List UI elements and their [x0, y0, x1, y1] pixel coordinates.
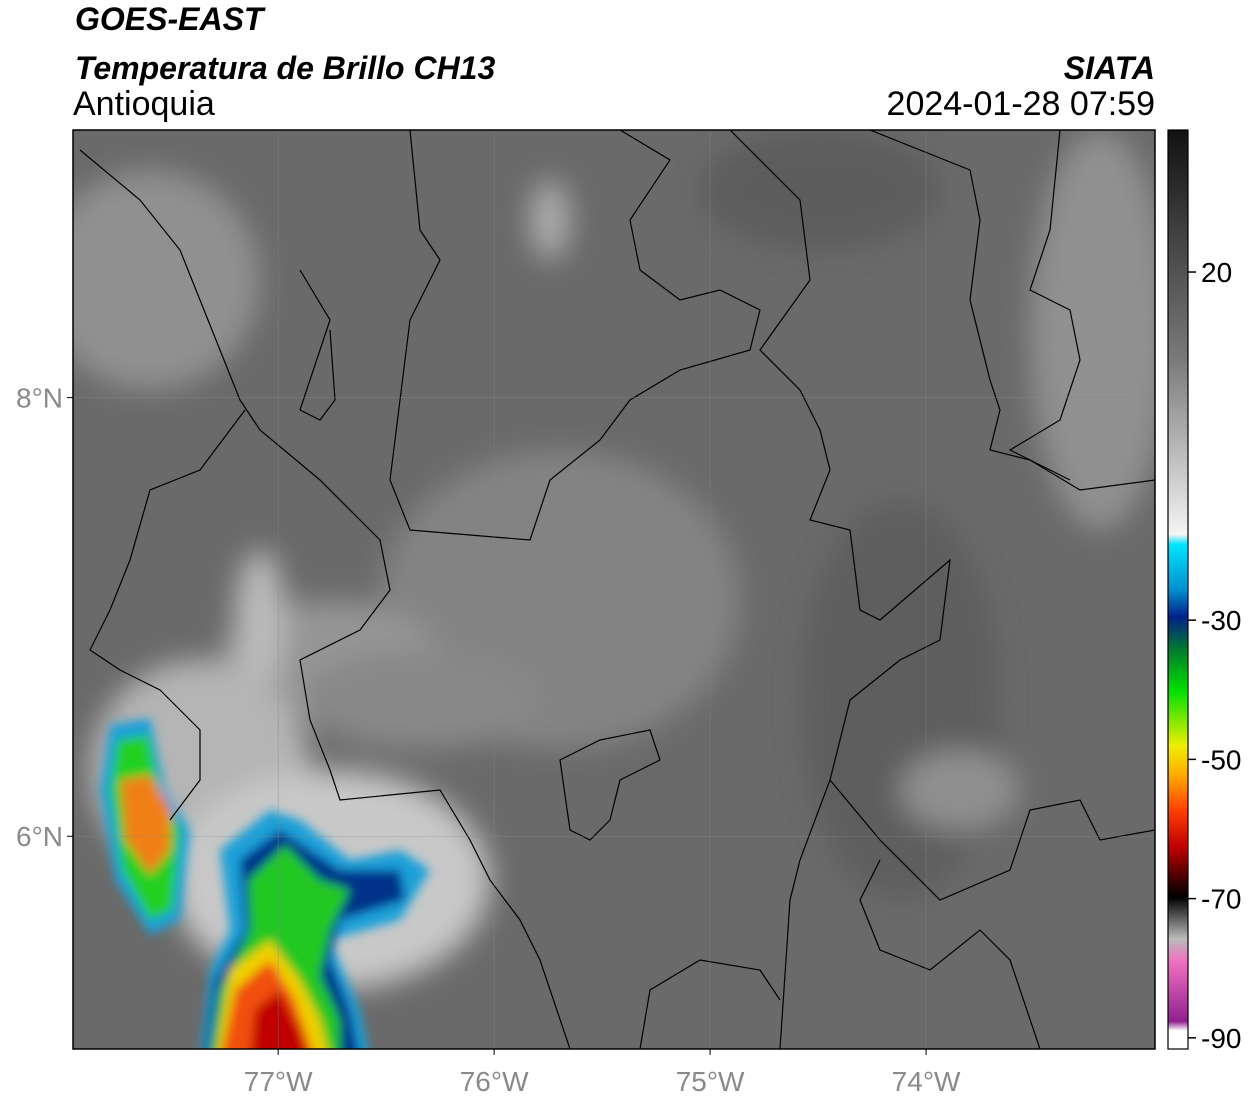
subtitle: Temperatura de Brillo CH13 — [75, 50, 495, 86]
datetime: 2024-01-28 07:59 — [887, 85, 1155, 123]
colorbar-label: -30 — [1201, 605, 1241, 636]
y-tick-label: 8°N — [16, 383, 63, 414]
y-tick-label: 6°N — [16, 821, 63, 852]
satellite-image — [73, 130, 1155, 1049]
borders — [79, 130, 1155, 1049]
x-tick-label: 76°W — [460, 1066, 529, 1097]
map-frame — [72, 129, 1156, 1050]
source: SIATA — [1064, 50, 1155, 86]
colorbar-label: 20 — [1201, 257, 1232, 288]
x-tick-label: 77°W — [244, 1066, 313, 1097]
title: GOES-EAST — [75, 1, 266, 37]
x-tick-label: 74°W — [892, 1066, 961, 1097]
grid — [73, 130, 1155, 1049]
colorbar-label: -50 — [1201, 744, 1241, 775]
colorbar-label: -90 — [1201, 1023, 1241, 1054]
colorbar-label: -70 — [1201, 884, 1241, 915]
x-tick-label: 75°W — [676, 1066, 745, 1097]
region: Antioquia — [73, 85, 215, 123]
colorbar — [1167, 129, 1189, 1050]
